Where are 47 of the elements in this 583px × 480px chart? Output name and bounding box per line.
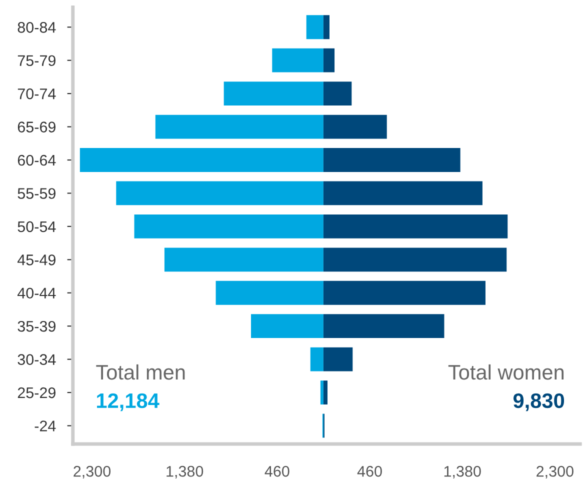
y-tick-label: 40-44: [17, 288, 56, 299]
annotation: Total women: [448, 364, 564, 380]
annotation: 9,830: [513, 393, 564, 412]
x-tick-label: 1,380: [444, 466, 481, 479]
y-tick-label: 45-49: [17, 254, 56, 266]
y-tick-label: 80-84: [18, 22, 56, 33]
x-tick-label: 2,300: [74, 466, 111, 479]
y-tick-label: 35-39: [18, 320, 56, 332]
bar: [323, 248, 507, 272]
y-tick-label: 70-74: [18, 88, 56, 100]
bar: [310, 347, 324, 372]
y-tick-label: -24: [34, 420, 56, 432]
x-tick-label: 1,380: [166, 466, 204, 479]
annotation: Total men: [96, 364, 185, 380]
bar: [323, 48, 335, 72]
bar: [134, 214, 324, 238]
bar: [323, 280, 486, 305]
bar: [323, 114, 387, 139]
bar: [251, 314, 324, 338]
bar: [323, 347, 353, 372]
bar: [224, 82, 324, 106]
y-tick-label: 30-34: [18, 354, 56, 365]
annotation: 12,184: [97, 393, 160, 412]
y-tick-label: 65-69: [18, 122, 56, 132]
y-tick-label: 75-79: [18, 55, 56, 66]
bar: [164, 248, 324, 272]
bar: [320, 380, 324, 404]
bar: [323, 148, 460, 172]
bar: [272, 48, 324, 72]
bar: [80, 148, 324, 172]
bar: [155, 114, 324, 139]
x-tick-label: 460: [264, 466, 290, 477]
bar: [306, 15, 324, 40]
y-tick-label: 25-29: [18, 387, 56, 398]
bar: [216, 280, 324, 305]
bar: [323, 380, 328, 404]
x-tick-label: 460: [357, 466, 382, 477]
y-tick-label: 50-54: [18, 221, 56, 232]
bar: [323, 214, 508, 238]
bar: [323, 314, 444, 338]
bar: [116, 181, 324, 206]
bar: [323, 15, 330, 40]
y-tick-label: 60-64: [18, 154, 56, 166]
y-tick-label: 55-59: [18, 188, 56, 199]
x-tick-label: 2,300: [536, 466, 574, 479]
bar: [323, 181, 482, 206]
bar: [323, 82, 352, 106]
